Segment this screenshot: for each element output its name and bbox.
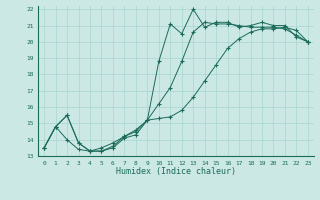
X-axis label: Humidex (Indice chaleur): Humidex (Indice chaleur) xyxy=(116,167,236,176)
